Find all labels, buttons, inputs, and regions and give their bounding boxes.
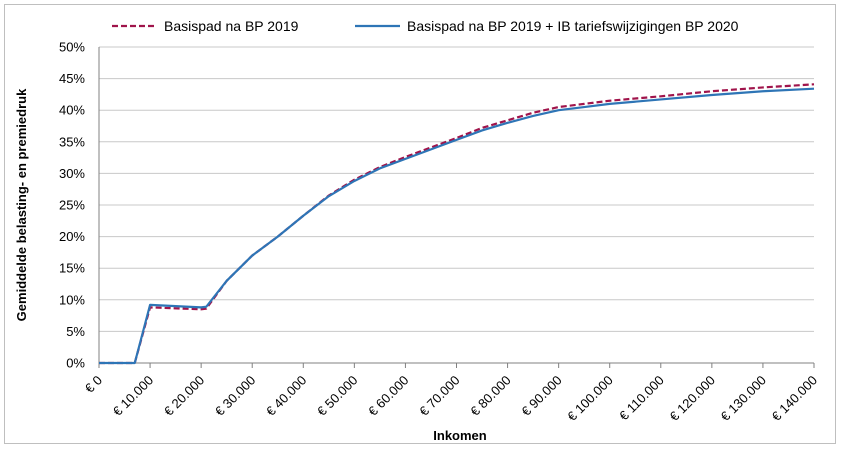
legend-label-2: Basispad na BP 2019 + IB tariefswijzigin… xyxy=(407,18,739,34)
chart-frame xyxy=(4,4,836,444)
y-tick-label: 10% xyxy=(59,292,85,307)
x-tick-label: € 110.000 xyxy=(616,373,667,424)
x-tick-label: € 80.000 xyxy=(467,373,513,419)
x-tick-label: € 40.000 xyxy=(263,373,309,419)
x-tick-label: € 130.000 xyxy=(718,373,770,425)
x-tick-label: € 60.000 xyxy=(365,373,411,419)
x-tick-label: € 50.000 xyxy=(314,373,360,419)
series-line-2 xyxy=(99,87,815,365)
y-tick-label: 50% xyxy=(59,40,85,55)
x-axis-title: Inkomen xyxy=(433,428,487,443)
x-tick-label: € 140.000 xyxy=(769,373,821,425)
x-tick-label: € 120.000 xyxy=(666,373,718,425)
y-tick-label: 0% xyxy=(66,356,85,371)
series-line-1 xyxy=(99,83,815,365)
x-tick-label: € 10.000 xyxy=(110,373,156,419)
x-tick-label: € 0 xyxy=(82,373,105,396)
x-tick-label: € 20.000 xyxy=(161,373,207,419)
legend-label-1: Basispad na BP 2019 xyxy=(164,18,299,34)
y-tick-label: 15% xyxy=(59,261,85,276)
y-tick-label: 25% xyxy=(59,198,85,213)
y-tick-label: 35% xyxy=(59,134,85,149)
y-tick-label: 5% xyxy=(66,324,85,339)
x-tick-label: € 70.000 xyxy=(416,373,462,419)
x-tick-label: € 30.000 xyxy=(212,373,258,419)
x-tick-label: € 100.000 xyxy=(564,373,616,425)
y-tick-label: 40% xyxy=(59,103,85,118)
y-tick-label: 30% xyxy=(59,166,85,181)
y-tick-label: 45% xyxy=(59,71,85,86)
x-tick-label: € 90.000 xyxy=(518,373,564,419)
y-axis-title: Gemiddelde belasting- en premiedruk xyxy=(14,88,29,321)
y-tick-label: 20% xyxy=(59,229,85,244)
